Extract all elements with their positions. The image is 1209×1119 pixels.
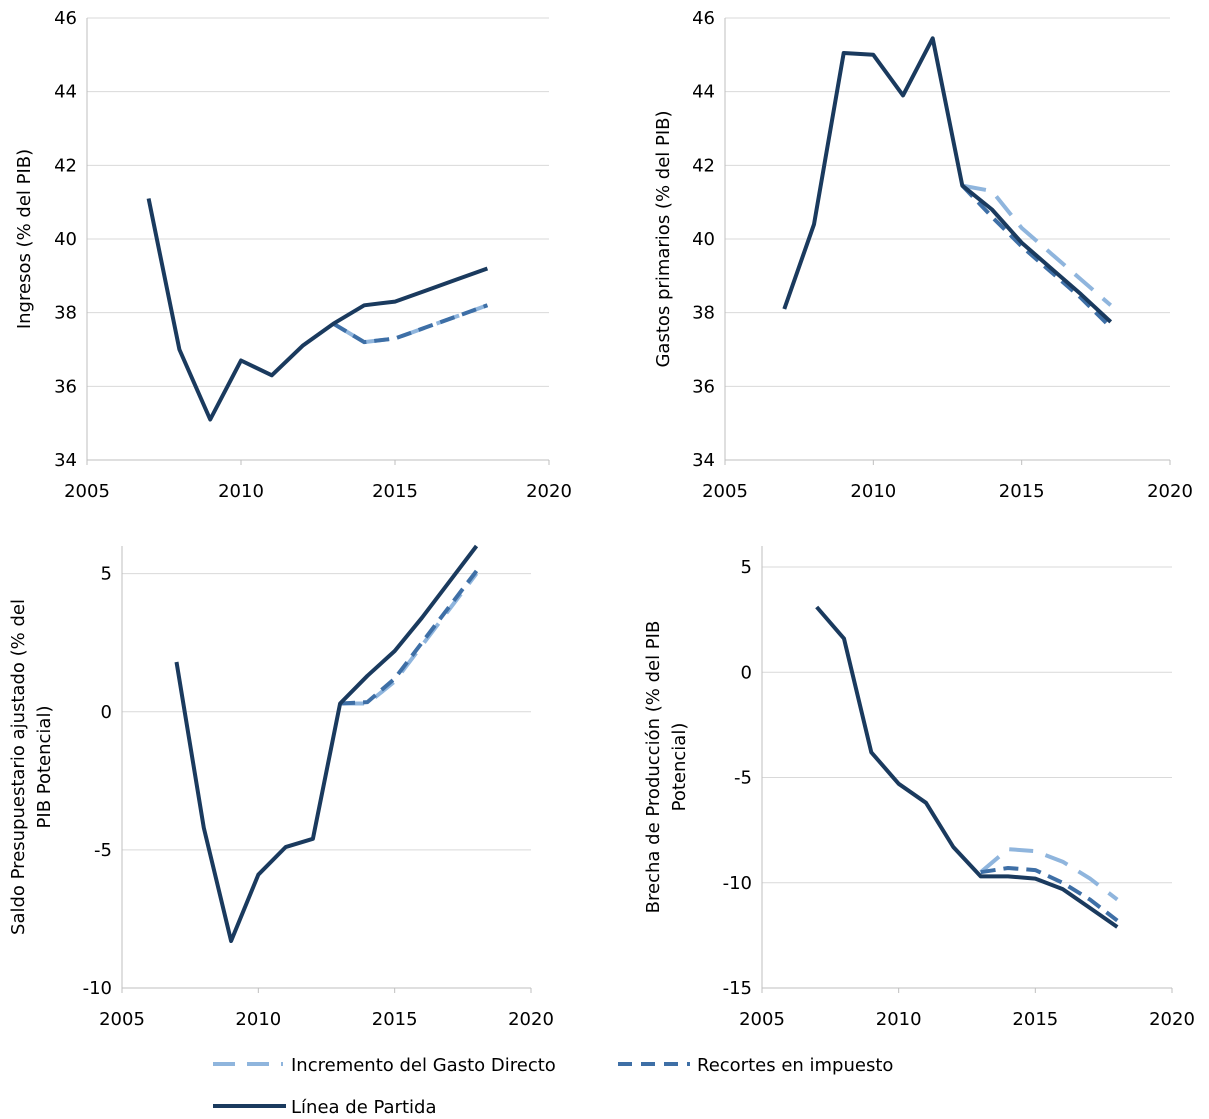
y-tick-label: -10 xyxy=(83,978,112,999)
series-line-impuesto xyxy=(960,184,1113,329)
x-tick-label: 2020 xyxy=(526,481,572,502)
x-tick-label: 2005 xyxy=(64,481,110,502)
legend: Incremento del Gasto Directo Recortes en… xyxy=(213,1055,893,1118)
y-axis-label-line: Brecha de Producción (% del PIB xyxy=(643,621,664,914)
y-tick-label: 44 xyxy=(692,82,715,103)
x-tick-label: 2015 xyxy=(1012,1009,1058,1030)
y-tick-label: 34 xyxy=(692,450,715,471)
x-tick-label: 2020 xyxy=(508,1009,554,1030)
y-tick-label: 0 xyxy=(101,702,112,723)
y-axis-label: Gastos primarios (% del PIB) xyxy=(653,110,674,367)
series-line-impuesto xyxy=(980,866,1119,923)
y-tick-label: 38 xyxy=(692,303,715,324)
y-axis-label: Brecha de Producción (% del PIB Potencial… xyxy=(643,621,690,914)
y-tick-label: 42 xyxy=(692,155,715,176)
y-tick-label: -5 xyxy=(734,768,752,789)
legend-label-gasto: Incremento del Gasto Directo xyxy=(291,1055,556,1076)
panel-saldo-presupuestario: -10 -5 0 5 2005 2010 2015 2020 Saldo Presupuesta… xyxy=(8,544,554,1030)
y-tick-label: 46 xyxy=(54,8,77,29)
x-tick-label: 2015 xyxy=(372,481,418,502)
x-tick-label: 2015 xyxy=(999,481,1045,502)
legend-label-baseline: Línea de Partida xyxy=(291,1097,436,1118)
y-axis-label-line: Potencial) xyxy=(669,723,690,812)
panel-ingresos: 34 36 38 40 42 44 46 2005 2010 2015 2020 Ingresos (… xyxy=(14,8,572,502)
x-tick-label: 2005 xyxy=(702,481,748,502)
x-tick-label: 2020 xyxy=(1147,481,1193,502)
y-tick-label: 46 xyxy=(692,8,715,29)
x-tick-label: 2020 xyxy=(1149,1009,1195,1030)
x-tick-label: 2005 xyxy=(99,1009,145,1030)
panel-gastos-primarios: 34 36 38 40 42 44 46 2005 2010 2015 2020 Gastos pri… xyxy=(653,8,1193,502)
y-tick-label: 0 xyxy=(741,662,752,683)
x-tick-label: 2010 xyxy=(876,1009,922,1030)
y-axis-label-line: Saldo Presupuestario ajustado (% del xyxy=(8,599,29,935)
y-tick-label: -15 xyxy=(723,978,752,999)
y-tick-label: 34 xyxy=(54,450,77,471)
legend-label-impuesto: Recortes en impuesto xyxy=(697,1055,893,1076)
series-line-baseline xyxy=(146,198,489,422)
series-line-impuesto xyxy=(339,569,479,706)
y-axis-label-line: Gastos primarios (% del PIB) xyxy=(653,110,674,367)
y-tick-label: 36 xyxy=(692,376,715,397)
x-tick-label: 2010 xyxy=(218,481,264,502)
y-tick-label: 42 xyxy=(54,155,77,176)
y-tick-label: 40 xyxy=(692,229,715,250)
y-tick-label: -5 xyxy=(94,840,112,861)
series-line-gasto xyxy=(961,183,1113,307)
x-tick-label: 2015 xyxy=(372,1009,418,1030)
y-axis-label: Saldo Presupuestario ajustado (% del PIB … xyxy=(8,599,55,935)
y-tick-label: -10 xyxy=(723,873,752,894)
y-tick-label: 5 xyxy=(101,564,112,585)
y-axis-label-line: PIB Potencial) xyxy=(34,706,55,829)
y-tick-label: 38 xyxy=(54,303,77,324)
x-tick-label: 2005 xyxy=(739,1009,785,1030)
series-line-baseline xyxy=(815,605,1119,929)
x-tick-label: 2010 xyxy=(235,1009,281,1030)
panel-brecha-produccion: -15 -10 -5 0 5 2005 2010 2015 2020 Brecha de Prod… xyxy=(643,546,1195,1030)
y-tick-label: 40 xyxy=(54,229,77,250)
y-axis-label-line: Ingresos (% del PIB) xyxy=(14,149,35,329)
y-tick-label: 5 xyxy=(741,557,752,578)
y-axis-label: Ingresos (% del PIB) xyxy=(14,149,35,329)
x-tick-label: 2010 xyxy=(850,481,896,502)
y-tick-label: 44 xyxy=(54,82,77,103)
series-line-impuesto xyxy=(332,303,489,345)
series-line-baseline xyxy=(174,544,479,943)
series-line-baseline xyxy=(782,36,1113,324)
series-line-gasto xyxy=(979,847,1119,902)
y-tick-label: 36 xyxy=(54,376,77,397)
